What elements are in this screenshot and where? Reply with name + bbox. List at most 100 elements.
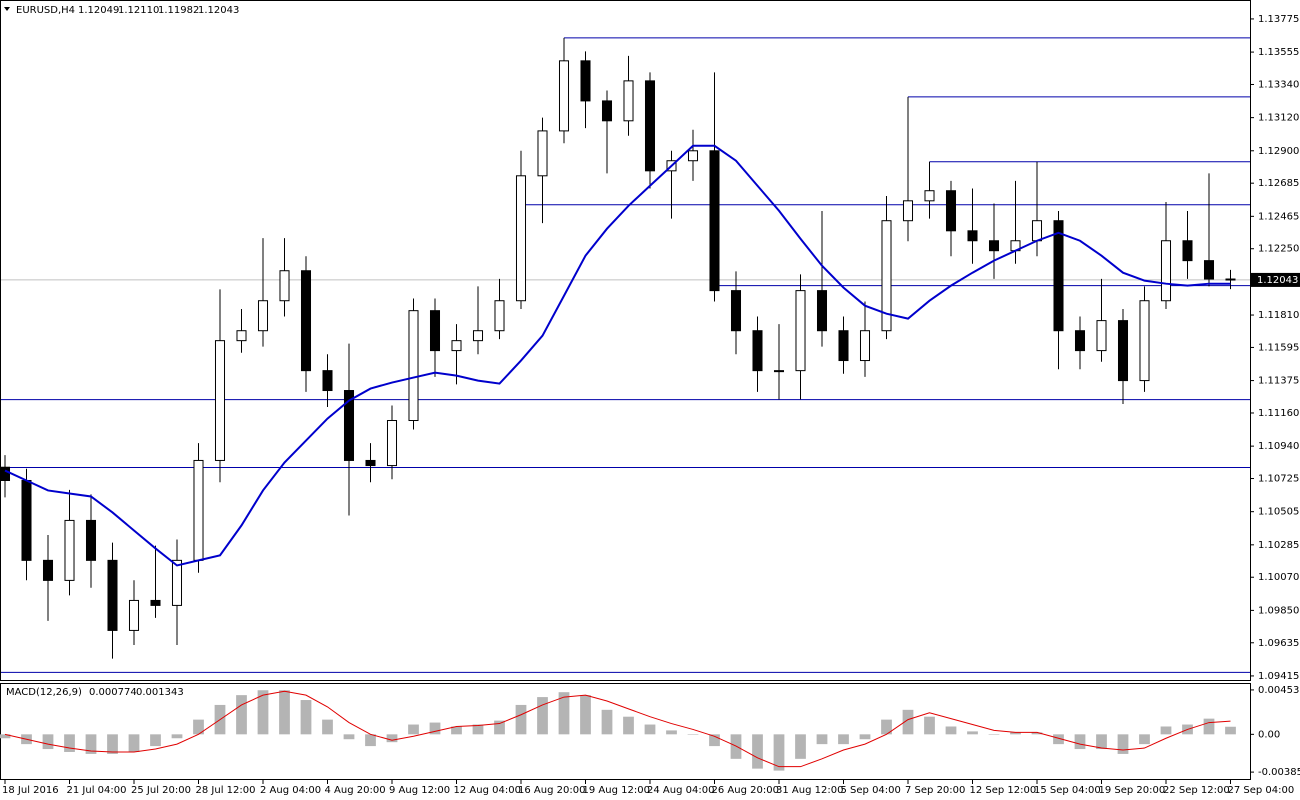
- x-tick-label: 19 Sep 20:00: [1099, 785, 1166, 796]
- candle-body: [236, 330, 247, 342]
- y-tick-label: 1.11810: [1258, 310, 1299, 321]
- candle-body: [687, 150, 699, 162]
- candle-body: [515, 175, 527, 302]
- candle-body: [42, 559, 54, 581]
- macd-bar: [795, 734, 806, 759]
- candle-body: [1074, 330, 1086, 352]
- macd-bar: [1117, 734, 1129, 754]
- macd-bar: [107, 734, 118, 754]
- macd-bar: [279, 690, 290, 735]
- macd-bar: [85, 734, 97, 754]
- candle-body: [64, 519, 75, 581]
- candle-body: [472, 330, 484, 342]
- x-tick-label: 31 Aug 12:00: [776, 785, 843, 796]
- y-tick-label: 1.10070: [1258, 572, 1299, 583]
- y-tick-label: 1.09415: [1258, 671, 1299, 682]
- macd-value: 0.000774: [89, 687, 137, 698]
- macd-bar: [0, 734, 11, 739]
- candle-body: [730, 290, 742, 332]
- candle-body: [322, 370, 333, 392]
- candle-body: [644, 80, 656, 172]
- y-tick-label: 1.11375: [1258, 376, 1299, 387]
- y-tick-label: 1.12465: [1258, 211, 1299, 222]
- macd-bar: [666, 730, 677, 735]
- x-tick-label: 2 Aug 04:00: [260, 785, 321, 796]
- signal-line: [4, 690, 1231, 768]
- y-tick-label: 1.12685: [1258, 178, 1299, 189]
- macd-bar: [1010, 732, 1021, 735]
- macd-bar: [1031, 732, 1043, 735]
- candle-body: [924, 190, 935, 202]
- x-tick-label: 28 Jul 12:00: [196, 785, 256, 796]
- macd-bar: [64, 734, 75, 752]
- macd-bar: [1096, 734, 1107, 750]
- candle-body: [838, 330, 849, 362]
- macd-bar: [494, 720, 505, 735]
- candle-body: [773, 370, 785, 373]
- macd-bar: [1160, 726, 1172, 735]
- macd-bar: [472, 724, 484, 735]
- macd-bar: [988, 734, 1000, 735]
- x-tick-label: 24 Aug 04:00: [647, 785, 714, 796]
- candle-body: [214, 340, 226, 461]
- macd-bar: [816, 734, 828, 745]
- macd-bar: [838, 734, 849, 745]
- macd-bar: [429, 722, 441, 735]
- candle-body: [752, 330, 763, 372]
- y-tick-label: 1.13120: [1258, 113, 1299, 124]
- y-tick-label: 1.10725: [1258, 474, 1299, 485]
- candle-body: [988, 240, 1000, 252]
- macd-bar: [257, 690, 269, 735]
- ohlc-open: 1.12049: [78, 5, 119, 16]
- macd-bar: [193, 719, 204, 735]
- macd-bar: [1053, 734, 1064, 745]
- candle-body: [1031, 220, 1043, 242]
- macd-bar: [924, 716, 935, 735]
- y-tick-label: 1.13340: [1258, 79, 1299, 90]
- candle-body: [902, 200, 914, 222]
- macd-bar: [967, 731, 978, 735]
- y-tick-label: 1.10505: [1258, 507, 1299, 518]
- y-tick-label: 1.13555: [1258, 47, 1299, 58]
- x-tick-label: 5 Sep 04:00: [841, 785, 901, 796]
- macd-bar: [773, 734, 785, 771]
- candle-body: [85, 519, 97, 561]
- candle-body: [1160, 240, 1172, 302]
- macd-bar: [558, 692, 570, 735]
- macd-bar: [580, 695, 591, 735]
- x-tick-label: 4 Aug 20:00: [325, 785, 386, 796]
- candle-body: [451, 340, 462, 352]
- candle-body: [300, 270, 312, 372]
- macd-bar: [171, 734, 183, 739]
- macd-bar: [1203, 718, 1215, 735]
- candle-body: [21, 479, 32, 561]
- macd-bar: [859, 734, 871, 740]
- candle-body: [494, 300, 505, 332]
- macd-bar: [1139, 734, 1150, 745]
- y-tick-label: 1.12900: [1258, 146, 1299, 157]
- symbol-label: EURUSD,H4: [16, 5, 75, 16]
- current-price-box: [1251, 272, 1300, 287]
- macd-bar: [128, 734, 140, 752]
- macd-bar: [451, 726, 462, 735]
- ohlc-close: 1.12043: [198, 5, 239, 16]
- y-tick-label: 1.13775: [1258, 14, 1299, 25]
- y-tick-label: 1.09635: [1258, 638, 1299, 649]
- macd-bar: [902, 709, 914, 735]
- macd-bar: [236, 695, 247, 735]
- x-tick-label: 25 Jul 20:00: [131, 785, 191, 796]
- candle-body: [429, 310, 441, 352]
- menu-arrow: [4, 7, 10, 11]
- candle-body: [859, 330, 871, 362]
- x-tick-label: 26 Aug 20:00: [712, 785, 779, 796]
- candle-body: [128, 599, 140, 631]
- candle-body: [795, 290, 806, 372]
- x-tick-label: 18 Jul 2016: [2, 785, 59, 796]
- y-tick-label: 1.10285: [1258, 540, 1299, 551]
- candle-body: [386, 420, 398, 467]
- macd-bar: [644, 724, 656, 735]
- candle-body: [279, 270, 290, 302]
- y-tick-label: 1.11595: [1258, 342, 1299, 353]
- macd-bar: [1225, 726, 1236, 735]
- candle-body: [1203, 260, 1215, 280]
